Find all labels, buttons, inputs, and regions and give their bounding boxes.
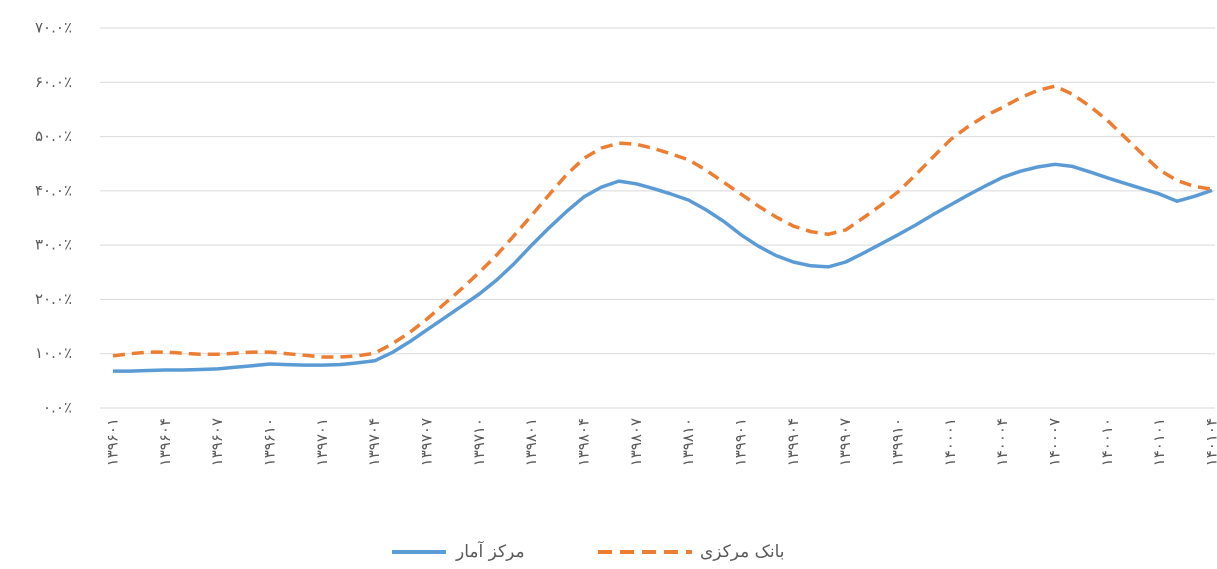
y-tick-label: ۵۰.۰٪ — [35, 127, 72, 145]
x-tick-label: ۱۳۹۷۰۱ — [313, 418, 331, 466]
y-tick-label: ۷۰.۰٪ — [35, 19, 72, 37]
x-tick-label: ۱۳۹۸۰۴ — [575, 418, 593, 466]
x-tick-label: ۱۳۹۶۰۱ — [104, 418, 122, 466]
x-tick-label: ۱۳۹۸۰۷ — [627, 418, 645, 466]
x-tick-label: ۱۳۹۷۱۰ — [470, 418, 488, 466]
series-line — [112, 84, 1213, 359]
series-line — [113, 162, 1213, 373]
x-tick-label: ۱۴۰۰۰۷ — [1046, 418, 1064, 466]
y-tick-label: ۶۰.۰٪ — [35, 73, 72, 91]
x-tick-label: ۱۳۹۸۱۰ — [679, 418, 697, 466]
x-tick-label: ۱۳۹۹۱۰ — [889, 418, 907, 466]
x-tick-label: ۱۳۹۷۰۷ — [418, 418, 436, 466]
y-tick-label: ۱۰.۰٪ — [35, 344, 72, 362]
x-tick-label: ۱۳۹۶۰۴ — [156, 418, 174, 466]
x-tick-label: ۱۳۹۶۱۰ — [261, 418, 279, 466]
x-tick-label: ۱۳۹۹۰۱ — [732, 418, 750, 466]
legend-label: بانک مرکزی — [700, 542, 785, 562]
y-tick-label: ۳۰.۰٪ — [35, 236, 72, 254]
x-tick-label: ۱۳۹۹۰۷ — [836, 418, 854, 466]
x-tick-label: ۱۳۹۷۰۴ — [365, 418, 383, 466]
x-tick-label: ۱۳۹۹۰۴ — [784, 418, 802, 466]
x-tick-label: ۱۴۰۰۰۴ — [993, 418, 1011, 466]
y-tick-label: ۲۰.۰٪ — [35, 290, 72, 308]
x-tick-label: ۱۴۰۰۰۱ — [941, 418, 959, 466]
legend-label: مرکز آمار — [455, 540, 525, 562]
x-tick-label: ۱۴۰۱۰۱ — [1150, 418, 1168, 466]
y-tick-label: ۴۰.۰٪ — [35, 181, 72, 199]
x-tick-label: ۱۴۰۱۰۴ — [1203, 418, 1217, 466]
y-tick-label: ۰.۰٪ — [43, 399, 72, 417]
x-tick-label: ۱۳۹۶۰۷ — [208, 418, 226, 466]
x-tick-label: ۱۴۰۰۱۰ — [1098, 418, 1116, 466]
x-tick-label: ۱۳۹۸۰۱ — [522, 418, 540, 466]
